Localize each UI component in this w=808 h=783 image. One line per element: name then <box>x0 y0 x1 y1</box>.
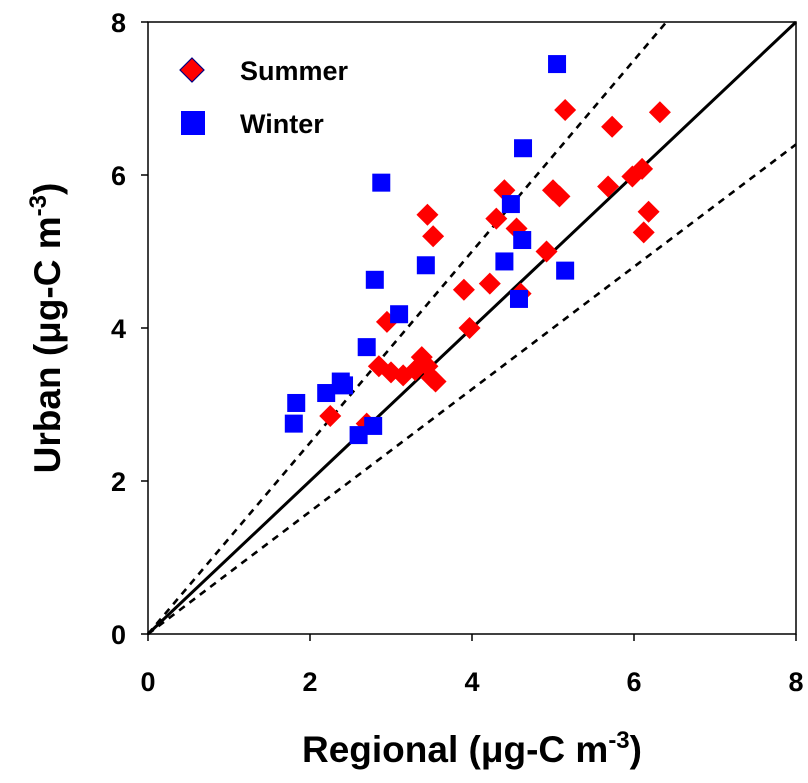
reference-line-3 <box>147 143 797 636</box>
y-axis-title: Urban (μg-C m-3) <box>25 183 68 474</box>
reference-line-2 <box>147 21 668 635</box>
y-tick-label: 8 <box>111 8 126 38</box>
x-tick-label: 0 <box>140 667 155 697</box>
y-tick-label: 0 <box>111 620 126 650</box>
summer-point <box>478 272 501 295</box>
winter-point <box>556 261 575 280</box>
legend-marker-summer <box>179 57 205 83</box>
winter-point <box>317 384 336 403</box>
winter-point <box>357 338 376 357</box>
x-tick-label: 2 <box>302 667 317 697</box>
winter-point <box>365 270 384 289</box>
y-tick-label: 6 <box>111 161 126 191</box>
y-axis-ticks: 0 2 4 6 8 <box>111 8 148 650</box>
summer-point <box>648 101 671 124</box>
summer-point <box>597 175 620 198</box>
x-axis-ticks: 0 2 4 6 8 <box>140 634 804 697</box>
winter-point <box>495 252 514 271</box>
legend-label-summer: Summer <box>240 56 349 86</box>
summer-point <box>458 317 481 339</box>
legend-marker-winter <box>181 111 205 135</box>
x-tick-label: 4 <box>464 667 479 697</box>
summer-point <box>535 240 558 263</box>
summer-point <box>452 278 475 301</box>
summer-point <box>424 370 447 393</box>
summer-point <box>601 115 624 138</box>
summer-point <box>548 185 571 208</box>
winter-point <box>548 55 567 74</box>
winter-point <box>284 414 303 433</box>
x-axis-title: Regional (μg-C m-3) <box>302 727 642 770</box>
winter-point <box>287 393 306 412</box>
summer-point <box>631 157 654 180</box>
summer-point <box>632 221 655 244</box>
winter-point <box>501 195 520 214</box>
winter-point <box>390 305 409 324</box>
winter-point <box>349 426 368 445</box>
winter-point <box>513 231 532 250</box>
summer-point <box>422 225 445 248</box>
winter-point <box>372 173 391 192</box>
winter-point <box>364 416 383 435</box>
winter-point <box>335 376 354 395</box>
x-tick-label: 8 <box>788 667 803 697</box>
winter-point <box>514 139 533 158</box>
summer-point <box>485 207 508 230</box>
winter-point <box>416 256 435 275</box>
summer-point <box>637 200 660 223</box>
summer-point <box>319 404 342 427</box>
y-tick-label: 4 <box>111 314 126 344</box>
data-points <box>284 55 671 445</box>
summer-point <box>554 98 577 121</box>
summer-point <box>416 203 439 226</box>
y-tick-label: 2 <box>111 467 126 497</box>
x-tick-label: 6 <box>626 667 641 697</box>
legend-label-winter: Winter <box>240 109 324 139</box>
summer-point <box>493 179 516 202</box>
winter-point <box>509 289 528 308</box>
legend: Summer Winter <box>179 56 349 139</box>
